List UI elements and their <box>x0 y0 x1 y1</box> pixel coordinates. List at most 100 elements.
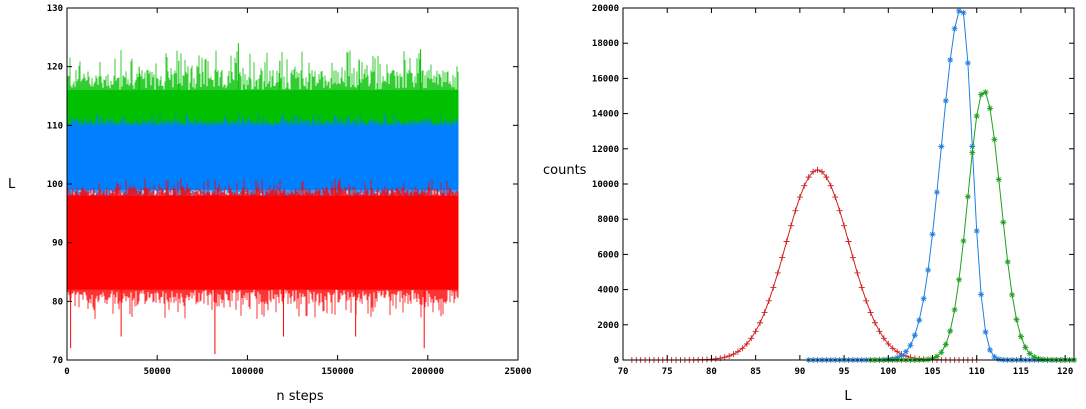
histogram-marker <box>969 149 976 156</box>
histogram-marker <box>951 306 958 313</box>
y-tick-label: 4000 <box>597 286 619 296</box>
y-tick-label: 80 <box>52 297 63 307</box>
x-tick-label: 115 <box>1013 367 1029 377</box>
histogram-marker <box>969 143 976 150</box>
histogram-marker <box>818 168 825 175</box>
x-tick-label: 70 <box>618 367 629 377</box>
x-tick-label: 0 <box>64 367 69 377</box>
left-y-axis-title: L <box>8 177 16 192</box>
histogram-marker <box>832 194 839 201</box>
histogram-plot-area <box>628 7 1077 363</box>
time-series-plot-area <box>66 43 459 355</box>
x-tick-label: 85 <box>750 367 761 377</box>
right-x-axis-title: L <box>844 389 852 404</box>
x-tick-label: 200000 <box>412 367 445 377</box>
histogram-marker <box>849 254 856 261</box>
histogram-marker <box>885 340 892 347</box>
y-tick-label: 10000 <box>592 180 619 190</box>
histogram-marker <box>880 335 887 342</box>
histogram-marker <box>876 328 883 335</box>
histogram-marker <box>911 332 918 339</box>
x-tick-label: 90 <box>794 367 805 377</box>
left-x-axis-title: n steps <box>276 389 323 404</box>
histogram-marker <box>942 97 949 104</box>
histogram-marker <box>986 105 993 112</box>
histogram-marker <box>872 319 879 326</box>
histogram-marker <box>783 238 790 245</box>
histogram-marker <box>712 355 719 362</box>
histogram-marker <box>836 207 843 214</box>
histogram-marker <box>810 168 817 175</box>
histogram-marker <box>925 267 932 274</box>
y-tick-label: 20000 <box>592 4 619 14</box>
histogram-marker <box>947 56 954 63</box>
histogram-marker <box>765 297 772 304</box>
histogram-marker <box>823 174 830 181</box>
time-series-3 <box>66 178 459 355</box>
histogram-marker <box>739 345 746 352</box>
histogram-marker <box>978 291 985 298</box>
x-tick-label: 25000 <box>504 367 531 377</box>
histogram-marker <box>933 353 940 360</box>
histogram-marker <box>995 356 1002 363</box>
histogram-marker <box>788 222 795 229</box>
histogram-marker <box>1013 316 1020 323</box>
histogram-marker <box>792 207 799 214</box>
y-tick-label: 130 <box>47 4 63 14</box>
histogram-chart: 70 75 80 85 90 95 100 105 110 115 120 0 2000 4000 6000… <box>543 4 1077 404</box>
y-tick-label: 14000 <box>592 110 619 120</box>
x-tick-label: 110 <box>969 367 985 377</box>
histogram-marker <box>748 335 755 342</box>
histogram-marker <box>1031 354 1038 361</box>
histogram-marker <box>796 194 803 201</box>
histogram-marker <box>867 309 874 316</box>
histogram-series-3 <box>867 89 1077 363</box>
histogram-marker <box>982 89 989 96</box>
histogram-marker <box>947 327 954 334</box>
histogram-marker <box>827 182 834 189</box>
right-plot-frame <box>622 7 1075 361</box>
histogram-marker <box>995 176 1002 183</box>
histogram-marker <box>986 346 993 353</box>
histogram-marker <box>920 295 927 302</box>
histogram-marker <box>841 222 848 229</box>
histogram-marker <box>964 60 971 67</box>
histogram-marker <box>925 356 932 363</box>
histogram-line <box>631 169 977 361</box>
y-tick-label: 70 <box>52 356 63 366</box>
histogram-series-1 <box>628 166 980 363</box>
histogram-marker <box>991 353 998 360</box>
histogram-marker <box>907 342 914 349</box>
histogram-marker <box>956 276 963 283</box>
histogram-marker <box>951 25 958 32</box>
histogram-marker <box>964 193 971 200</box>
x-tick-label: 50000 <box>144 367 171 377</box>
x-tick-label: 75 <box>662 367 673 377</box>
histogram-marker <box>894 348 901 355</box>
x-tick-label: 100000 <box>231 367 264 377</box>
histogram-series-2 <box>805 7 1077 363</box>
y-tick-label: 6000 <box>597 250 619 260</box>
histogram-marker <box>991 136 998 143</box>
histogram-marker <box>854 269 861 276</box>
histogram-marker <box>1035 355 1042 362</box>
histogram-marker <box>779 254 786 261</box>
histogram-marker <box>933 189 940 196</box>
x-tick-label: 105 <box>924 367 940 377</box>
histogram-marker <box>973 227 980 234</box>
histogram-line <box>870 91 1074 361</box>
histogram-marker <box>805 174 812 181</box>
y-tick-label: 16000 <box>592 74 619 84</box>
histogram-marker <box>1009 291 1016 298</box>
x-tick-label: 120 <box>1057 367 1073 377</box>
histogram-marker <box>845 238 852 245</box>
histogram-marker <box>942 341 949 348</box>
histogram-marker <box>1004 258 1011 265</box>
y-tick-label: 120 <box>47 63 63 73</box>
histogram-marker <box>743 340 750 347</box>
histogram-marker <box>938 349 945 356</box>
histogram-marker <box>916 317 923 324</box>
x-tick-label: 100 <box>880 367 896 377</box>
histogram-marker <box>982 328 989 335</box>
